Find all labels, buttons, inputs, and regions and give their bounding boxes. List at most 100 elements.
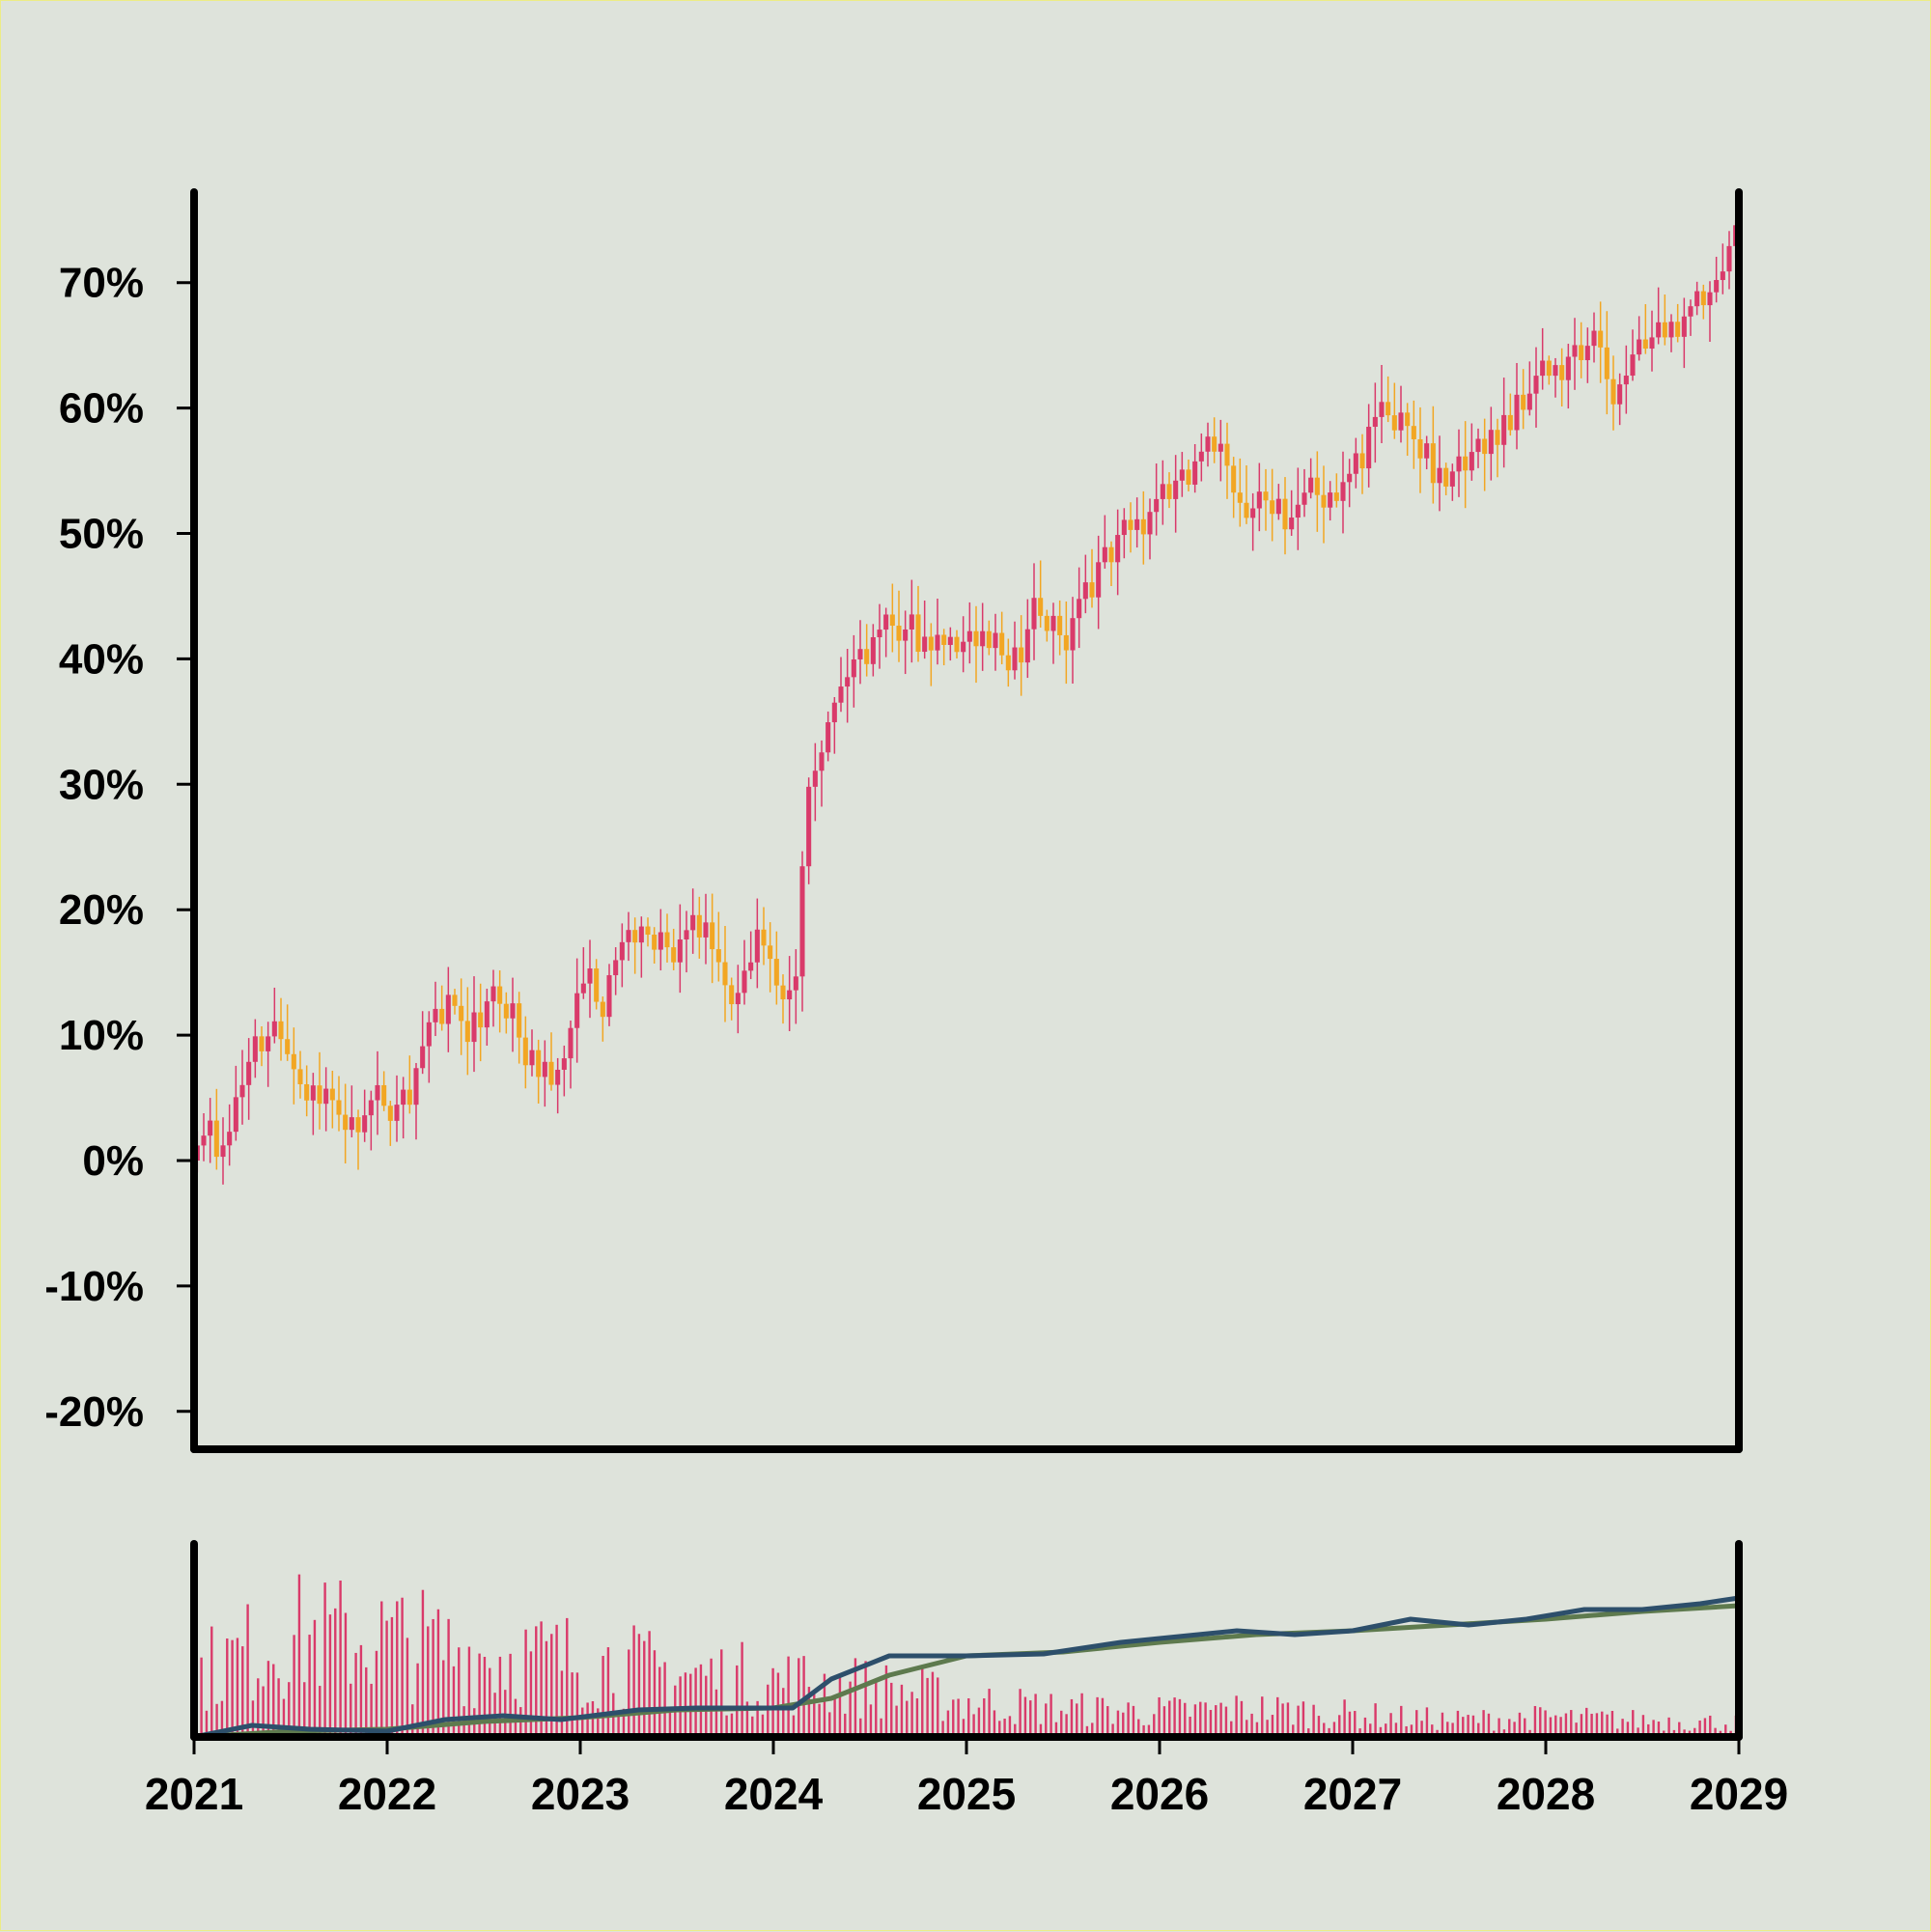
volume-bar [1471,1715,1475,1737]
volume-bar [1255,1722,1259,1737]
volume-bar [1215,1705,1217,1737]
volume-bar [1425,1707,1429,1737]
moving-average-lines [193,1595,1740,1740]
candle-body [877,630,882,637]
candle-body [1391,415,1397,431]
volume-bar [895,1705,898,1737]
volume-bar [1158,1696,1161,1737]
volume-bar [1008,1716,1012,1737]
volume-bar [1497,1718,1500,1737]
volume-bar [597,1708,600,1737]
candle-body [252,1036,258,1062]
volume-bar [1297,1705,1300,1737]
candle-body [1212,436,1217,452]
candle-body [1077,599,1082,619]
candle-body [1019,647,1024,663]
candle-body [510,1003,516,1019]
candle-body [993,632,998,649]
volume-bar [1601,1711,1604,1737]
candle-body [710,922,715,950]
volume-bar [818,1703,821,1737]
candle-body [266,1036,271,1051]
volume-bar [1559,1717,1562,1737]
candle-body [1649,337,1655,350]
volume-bar [1564,1713,1568,1737]
volume-bar [535,1626,538,1737]
candle-body [999,632,1005,656]
candle-body [401,1089,406,1106]
x-tick-label: 2022 [338,1769,436,1819]
candle-body [1630,354,1636,377]
candle-body [503,1003,509,1019]
candle-body [548,1061,554,1085]
candle-body [1424,443,1430,459]
x-tick-label: 2025 [917,1769,1016,1819]
candle-body [799,866,805,977]
volume-bar [622,1708,626,1737]
volume-bar [1374,1703,1377,1737]
candle-body [1688,306,1693,317]
candle-body [1579,345,1584,361]
volume-bar [524,1629,527,1737]
candle-body [1250,508,1256,518]
candle-body [349,1117,354,1131]
candle-body [459,1005,464,1022]
volume-bar [1276,1696,1279,1737]
volume-bar [1132,1705,1135,1737]
candle-body [748,962,754,971]
volume-bar [884,1665,888,1737]
candle-body [233,1097,238,1133]
candle-body [406,1089,412,1106]
candle-body [227,1132,233,1146]
candle-body [780,985,786,1000]
candle-body [1128,519,1133,530]
volume-bar [1029,1700,1032,1737]
volume-bar [1137,1719,1140,1737]
candle-body [1623,376,1629,385]
candle-body [1012,647,1018,671]
volume-bar [1570,1710,1573,1737]
volume-bar [385,1620,388,1737]
candle-body [935,634,940,651]
candle-body [278,1021,284,1040]
volume-bar [241,1646,244,1737]
candle-body [220,1145,226,1158]
volume-bar [946,1710,950,1737]
x-tick-label: 2027 [1303,1769,1402,1819]
candle-body [961,641,966,653]
volume-bar [957,1698,960,1737]
candle-body [645,926,651,936]
volume-bar [1168,1700,1171,1737]
candle-body [638,926,644,943]
candle-body [568,1027,574,1059]
candle-body [677,939,683,963]
candle-body [870,636,876,664]
volume-bar [1379,1726,1383,1737]
volume-bar [798,1658,800,1737]
volume-bar [545,1640,548,1737]
candle-body [304,1083,310,1101]
candle-body [580,983,586,994]
candle-body [1720,271,1725,281]
candle-body [1121,519,1127,536]
candle-body [1501,414,1507,445]
volume-bar [926,1677,929,1737]
candle-body [433,1008,438,1022]
x-tick-label: 2028 [1497,1769,1595,1819]
candle-body [864,649,870,664]
volume-bar [251,1700,255,1737]
volume-bar [653,1650,657,1737]
candle-body [671,947,677,963]
volume-bar [1153,1714,1156,1737]
volume-bar [581,1707,584,1737]
candle-body [652,935,658,950]
volume-bar [875,1682,878,1737]
candle-body [271,1021,277,1037]
volume-bar [915,1698,919,1737]
volume-bar [1193,1704,1197,1737]
volume-bar [1219,1702,1222,1737]
candle-body [947,636,953,645]
candle-body [1456,456,1462,472]
volume-bar [1590,1713,1593,1737]
volume-bar [586,1702,589,1737]
